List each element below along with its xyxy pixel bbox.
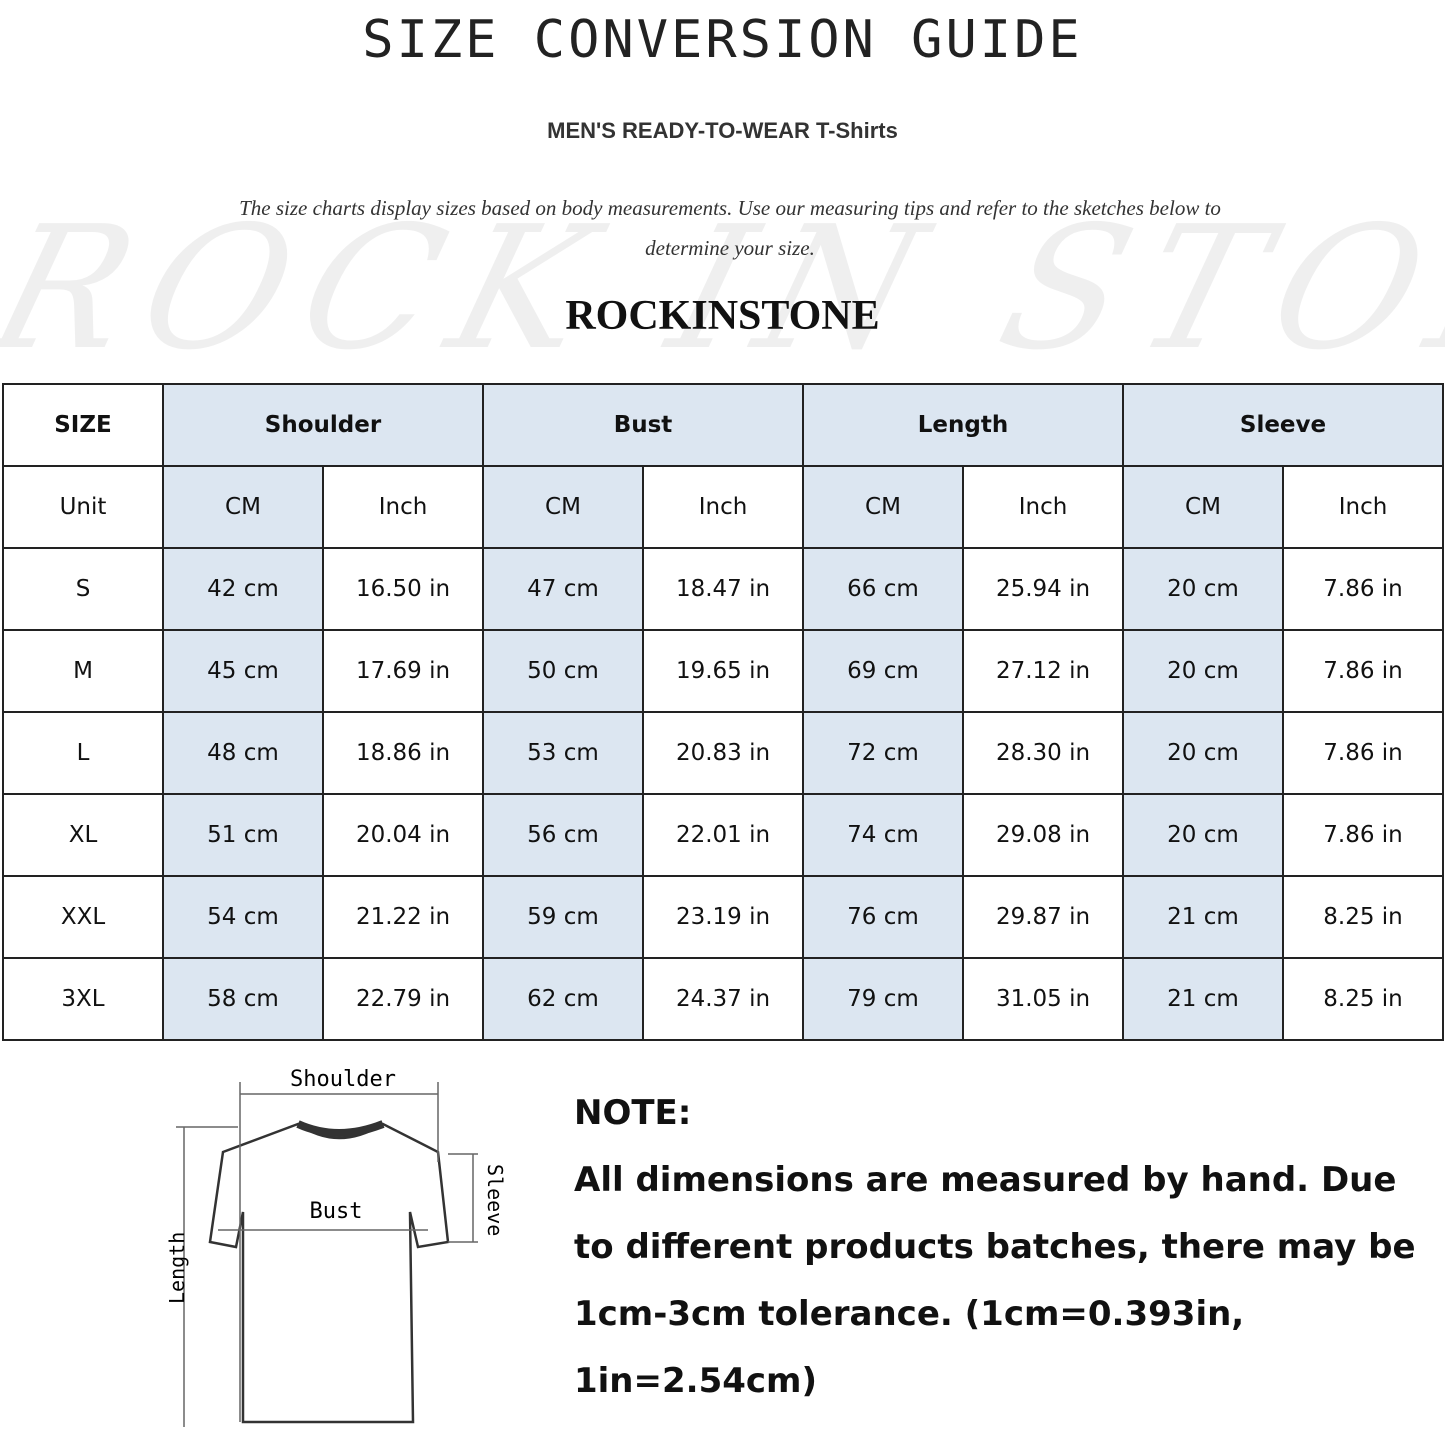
inch-cell: 21.22 in — [322, 875, 484, 959]
inch-cell: 7.86 in — [1282, 629, 1444, 713]
cm-cell: 58 cm — [162, 957, 324, 1041]
inch-cell: 8.25 in — [1282, 957, 1444, 1041]
inch-cell: 25.94 in — [962, 547, 1124, 631]
header-row: SIZE Shoulder Bust Length Sleeve — [2, 383, 1444, 467]
inch-cell: 22.01 in — [642, 793, 804, 877]
inch-cell: 23.19 in — [642, 875, 804, 959]
cm-cell: 48 cm — [162, 711, 324, 795]
inch-cell: 29.87 in — [962, 875, 1124, 959]
cm-cell: 59 cm — [482, 875, 644, 959]
cm-cell: 20 cm — [1122, 793, 1284, 877]
size-cell: M — [2, 629, 164, 713]
size-cell: S — [2, 547, 164, 631]
table-row: L 48 cm 18.86 in 53 cm 20.83 in 72 cm 28.30 in… — [2, 711, 1444, 795]
cm-cell: 56 cm — [482, 793, 644, 877]
inch-cell: 31.05 in — [962, 957, 1124, 1041]
cm-cell: 42 cm — [162, 547, 324, 631]
subtitle: MEN'S READY-TO-WEAR T-Shirts — [547, 118, 898, 143]
cm-cell: 76 cm — [802, 875, 964, 959]
inch-cell: 27.12 in — [962, 629, 1124, 713]
brand-name: ROCKINSTONE — [565, 293, 880, 339]
inch-cell: 29.08 in — [962, 793, 1124, 877]
inch-cell: 24.37 in — [642, 957, 804, 1041]
measurement-lines — [176, 1082, 478, 1427]
size-table: SIZE Shoulder Bust Length Sleeve Unit CM Inch CM… — [2, 383, 1444, 1041]
cm-cell: 50 cm — [482, 629, 644, 713]
table-row: M 45 cm 17.69 in 50 cm 19.65 in 69 cm 27.12 in… — [2, 629, 1444, 713]
unit-inch: Inch — [642, 465, 804, 549]
size-cell: L — [2, 711, 164, 795]
table-row: 3XL 58 cm 22.79 in 62 cm 24.37 in 79 cm 31.05 … — [2, 957, 1444, 1041]
length-label: Length — [165, 1232, 189, 1304]
inch-cell: 20.83 in — [642, 711, 804, 795]
inch-cell: 18.86 in — [322, 711, 484, 795]
group-header-shoulder: Shoulder — [162, 383, 484, 467]
description: The size charts display sizes based on b… — [239, 196, 1221, 260]
cm-cell: 47 cm — [482, 547, 644, 631]
inch-cell: 19.65 in — [642, 629, 804, 713]
page-title: SIZE CONVERSION GUIDE — [362, 10, 1083, 70]
size-cell: 3XL — [2, 957, 164, 1041]
unit-cm: CM — [802, 465, 964, 549]
inch-cell: 7.86 in — [1282, 793, 1444, 877]
cm-cell: 21 cm — [1122, 875, 1284, 959]
table-row: XXL 54 cm 21.22 in 59 cm 23.19 in 76 cm 29.87 … — [2, 875, 1444, 959]
cm-cell: 21 cm — [1122, 957, 1284, 1041]
cm-cell: 66 cm — [802, 547, 964, 631]
note-heading: NOTE: — [574, 1093, 692, 1133]
cm-cell: 62 cm — [482, 957, 644, 1041]
size-header: SIZE — [2, 383, 164, 467]
inch-cell: 7.86 in — [1282, 547, 1444, 631]
cm-cell: 20 cm — [1122, 629, 1284, 713]
bust-label: Bust — [310, 1199, 363, 1224]
cm-cell: 20 cm — [1122, 547, 1284, 631]
inch-cell: 17.69 in — [322, 629, 484, 713]
inch-cell: 18.47 in — [642, 547, 804, 631]
table-row: XL 51 cm 20.04 in 56 cm 22.01 in 74 cm 29.08 i… — [2, 793, 1444, 877]
inch-cell: 28.30 in — [962, 711, 1124, 795]
group-header-length: Length — [802, 383, 1124, 467]
cm-cell: 79 cm — [802, 957, 964, 1041]
shoulder-label: Shoulder — [290, 1067, 396, 1092]
unit-inch: Inch — [1282, 465, 1444, 549]
size-cell: XL — [2, 793, 164, 877]
inch-cell: 7.86 in — [1282, 711, 1444, 795]
unit-inch: Inch — [322, 465, 484, 549]
note-body: All dimensions are measured by hand. Due… — [574, 1160, 1416, 1401]
size-cell: XXL — [2, 875, 164, 959]
unit-cm: CM — [1122, 465, 1284, 549]
inch-cell: 22.79 in — [322, 957, 484, 1041]
cm-cell: 20 cm — [1122, 711, 1284, 795]
unit-label: Unit — [2, 465, 164, 549]
cm-cell: 69 cm — [802, 629, 964, 713]
table-row: S 42 cm 16.50 in 47 cm 18.47 in 66 cm 25.94 in… — [2, 547, 1444, 631]
cm-cell: 45 cm — [162, 629, 324, 713]
cm-cell: 53 cm — [482, 711, 644, 795]
unit-cm: CM — [482, 465, 644, 549]
unit-row: Unit CM Inch CM Inch CM Inch CM Inch — [2, 465, 1444, 549]
inch-cell: 16.50 in — [322, 547, 484, 631]
note: NOTE: All dimensions are measured by han… — [574, 1080, 1424, 1415]
cm-cell: 74 cm — [802, 793, 964, 877]
cm-cell: 72 cm — [802, 711, 964, 795]
inch-cell: 20.04 in — [322, 793, 484, 877]
inch-cell: 8.25 in — [1282, 875, 1444, 959]
unit-inch: Inch — [962, 465, 1124, 549]
unit-cm: CM — [162, 465, 324, 549]
group-header-sleeve: Sleeve — [1122, 383, 1444, 467]
cm-cell: 54 cm — [162, 875, 324, 959]
group-header-bust: Bust — [482, 383, 804, 467]
tshirt-measurement-diagram: Shoulder Bust Sleeve Length — [165, 1067, 507, 1427]
sleeve-label: Sleeve — [483, 1164, 507, 1236]
tshirt-outline-icon — [208, 1120, 450, 1424]
cm-cell: 51 cm — [162, 793, 324, 877]
